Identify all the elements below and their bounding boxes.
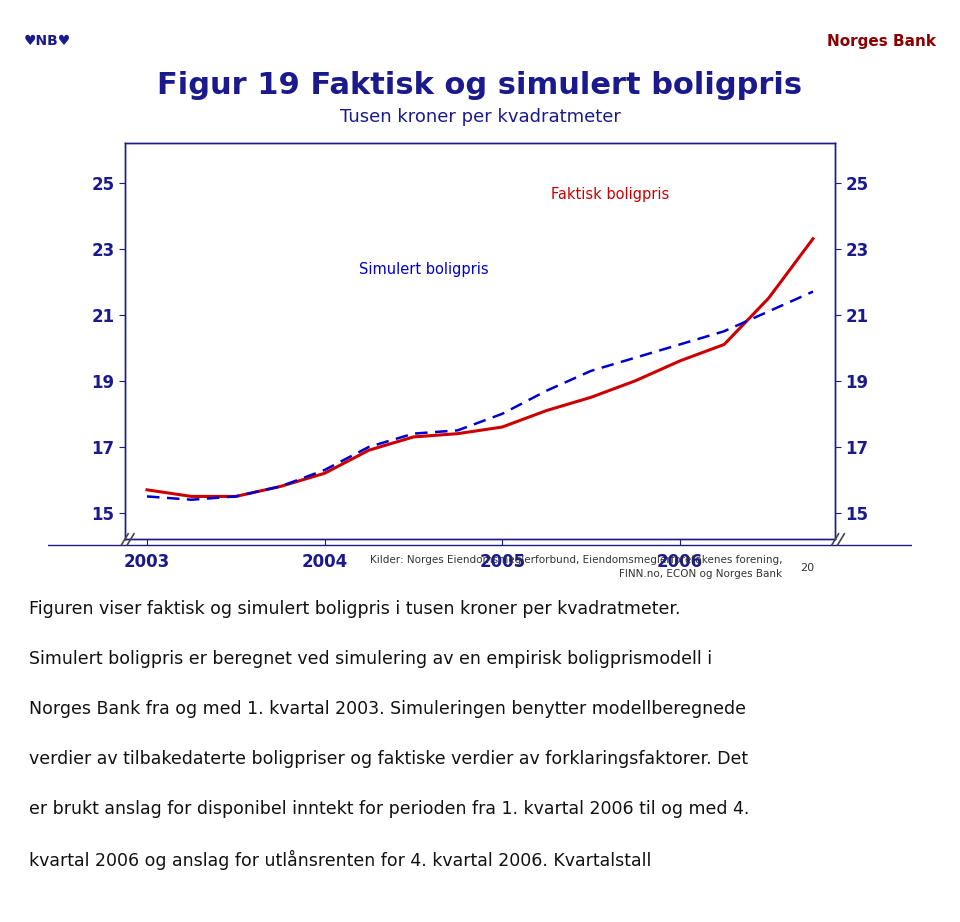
Text: 20: 20 xyxy=(800,563,814,573)
Text: Simulert boligpris er beregnet ved simulering av en empirisk boligprismodell i: Simulert boligpris er beregnet ved simul… xyxy=(29,650,712,668)
Text: verdier av tilbakedaterte boligpriser og faktiske verdier av forklaringsfaktorer: verdier av tilbakedaterte boligpriser og… xyxy=(29,750,748,768)
Text: ♥NB♥: ♥NB♥ xyxy=(24,34,71,49)
Text: Figuren viser faktisk og simulert boligpris i tusen kroner per kvadratmeter.: Figuren viser faktisk og simulert boligp… xyxy=(29,600,681,618)
Text: er brukt anslag for disponibel inntekt for perioden fra 1. kvartal 2006 til og m: er brukt anslag for disponibel inntekt f… xyxy=(29,800,749,818)
Text: Tusen kroner per kvadratmeter: Tusen kroner per kvadratmeter xyxy=(340,108,620,126)
Text: Figur 19 Faktisk og simulert boligpris: Figur 19 Faktisk og simulert boligpris xyxy=(157,71,803,100)
Text: Faktisk boligpris: Faktisk boligpris xyxy=(551,186,669,202)
Text: Norges Bank fra og med 1. kvartal 2003. Simuleringen benytter modellberegnede: Norges Bank fra og med 1. kvartal 2003. … xyxy=(29,700,746,718)
Text: FINN.no, ECON og Norges Bank: FINN.no, ECON og Norges Bank xyxy=(619,570,782,579)
Text: Simulert boligpris: Simulert boligpris xyxy=(359,262,489,277)
Text: kvartal 2006 og anslag for utlånsrenten for 4. kvartal 2006. Kvartalstall: kvartal 2006 og anslag for utlånsrenten … xyxy=(29,850,651,870)
Text: Norges Bank: Norges Bank xyxy=(827,34,936,49)
Text: Kilder: Norges Eiendomsmeglerforbund, Eiendomsmeglerforetakenes forening,: Kilder: Norges Eiendomsmeglerforbund, Ei… xyxy=(370,555,782,565)
